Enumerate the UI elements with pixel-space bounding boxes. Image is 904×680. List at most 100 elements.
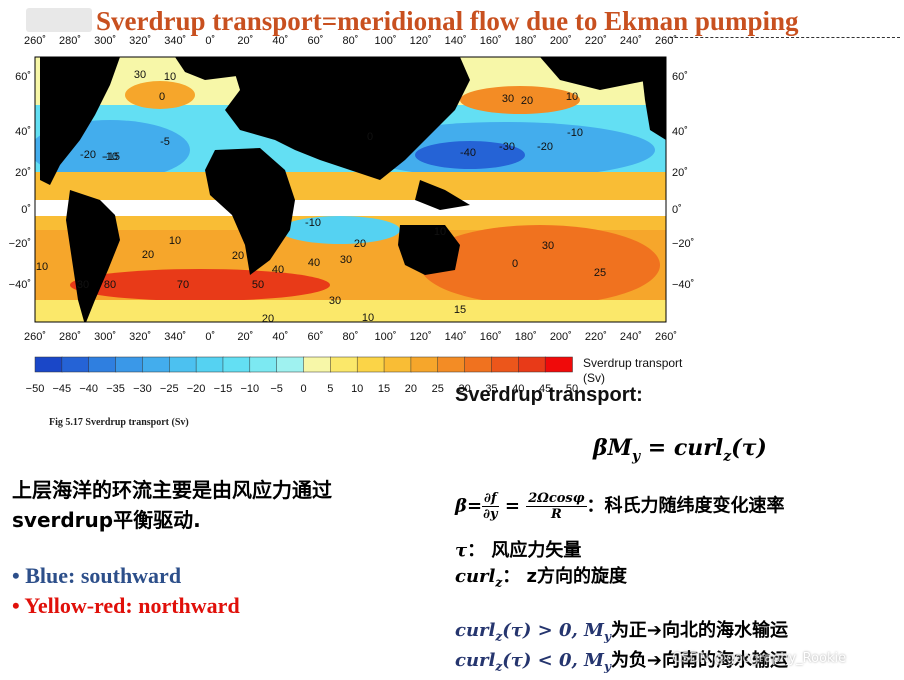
lon-label-top: 40˚ bbox=[272, 35, 288, 47]
latitude-labels-left: 60˚ 40˚ 20˚ 0˚ −20˚ −40˚ bbox=[9, 71, 31, 291]
colorbar-tick: −15 bbox=[214, 383, 233, 395]
colorbar-swatch bbox=[464, 356, 493, 373]
equatorial-mask bbox=[35, 200, 666, 216]
north-pacific-high bbox=[460, 86, 580, 114]
lon-label-top: 260˚ bbox=[24, 35, 46, 47]
omega-fraction: 2Ωcosφ R bbox=[526, 491, 587, 522]
colorbar-swatch bbox=[169, 356, 197, 373]
negative-curl-line: curlz(τ) < 0, My为负➔向南的海水输运 bbox=[455, 646, 788, 674]
contour-label: 30 bbox=[134, 69, 146, 81]
colorbar-tick: 50 bbox=[566, 383, 578, 395]
beta-symbol: β= bbox=[455, 495, 483, 517]
contour-label: 25 bbox=[594, 267, 606, 279]
contour-label: -10 bbox=[567, 127, 583, 139]
contour-label: 10 bbox=[36, 261, 48, 273]
lat-label-right: −20˚ bbox=[672, 238, 694, 250]
contour-label: 15 bbox=[454, 304, 466, 316]
contour-label: 0 bbox=[512, 258, 518, 270]
chinese-line-2: sverdrup平衡驱动. bbox=[12, 508, 201, 532]
tau-description: ： 风应力矢量 bbox=[467, 540, 582, 561]
north-america-east bbox=[640, 57, 666, 140]
contour-label: 30 bbox=[329, 295, 341, 307]
bullet-red: • Yellow-red: northward bbox=[12, 593, 240, 618]
colorbar-swatch bbox=[491, 356, 520, 373]
lat-label-right: 40˚ bbox=[672, 126, 688, 138]
lon-label-top: 0˚ bbox=[205, 35, 215, 47]
lon-label-bottom: 180˚ bbox=[515, 331, 537, 343]
lon-label-top: 200˚ bbox=[550, 35, 572, 47]
colorbar-tick: 45 bbox=[539, 383, 551, 395]
lon-label-top: 340˚ bbox=[164, 35, 186, 47]
blurred-logo bbox=[26, 8, 92, 32]
lon-label-bottom: 60˚ bbox=[307, 331, 323, 343]
south-pacific-orange bbox=[420, 225, 660, 305]
lon-label-top: 80˚ bbox=[343, 35, 359, 47]
contour-label: 10 bbox=[362, 312, 374, 324]
colorbar-swatch bbox=[410, 356, 439, 373]
contour-label: -20 bbox=[80, 149, 96, 161]
colorbar-swatch bbox=[544, 356, 573, 373]
lon-label-bottom: 20˚ bbox=[237, 331, 253, 343]
colorbar-label-line2: (Sv) bbox=[583, 371, 605, 385]
curl-definition: curlz： z方向的旋度 bbox=[455, 562, 627, 590]
colorbar-tick: −40 bbox=[79, 383, 98, 395]
contour-label: 0 bbox=[159, 91, 165, 103]
beta-definition: β= ∂f ∂y = 2Ωcosφ R ：科氏力随纬度变化速率 bbox=[455, 491, 785, 522]
colorbar-swatch bbox=[115, 356, 144, 373]
contour-label: -40 bbox=[460, 147, 476, 159]
colorbar-tick: 5 bbox=[327, 383, 333, 395]
australia bbox=[398, 225, 460, 275]
contour-label: 30 bbox=[340, 254, 352, 266]
contour-label: 10 bbox=[566, 91, 578, 103]
contour-label: 20 bbox=[354, 238, 366, 250]
africa bbox=[205, 148, 295, 275]
lat-label-left: 20˚ bbox=[15, 167, 31, 179]
lon-label-top: 220˚ bbox=[585, 35, 607, 47]
negative-curl-condition: curlz(τ) < 0, My bbox=[455, 650, 611, 674]
negative-curl-result: 为负➔向南的海水输运 bbox=[610, 650, 789, 671]
colorbar-tick: −25 bbox=[160, 383, 179, 395]
colorbar-swatch bbox=[88, 356, 117, 373]
colorbar-swatch bbox=[249, 356, 278, 373]
longitude-labels-bottom: 260˚ 280˚ 300˚ 320˚ 340˚ 0˚ 20˚ 40˚ 60˚ 80˚ 100˚ 12… bbox=[24, 331, 677, 343]
colorbar-tick: 20 bbox=[405, 383, 417, 395]
lon-label-bottom: 40˚ bbox=[272, 331, 288, 343]
contour-label: 30 bbox=[542, 240, 554, 252]
north-america bbox=[40, 57, 120, 185]
lat-label-left: −20˚ bbox=[9, 238, 31, 250]
lon-label-bottom: 140˚ bbox=[445, 331, 467, 343]
positive-curl-result: 为正➔向北的海水输运 bbox=[610, 620, 789, 641]
contour-label: 50 bbox=[252, 279, 264, 291]
df-dy-fraction: ∂f ∂y bbox=[482, 491, 499, 522]
contour-label: 10 bbox=[169, 235, 181, 247]
lat-label-right: −40˚ bbox=[672, 279, 694, 291]
lon-label-top: 100˚ bbox=[375, 35, 397, 47]
contour-label: -30 bbox=[499, 141, 515, 153]
kuroshio-strong bbox=[415, 141, 525, 169]
beta-description: ：科氏力随纬度变化速率 bbox=[586, 495, 785, 517]
colorbar-tick: −5 bbox=[270, 383, 283, 395]
colorbar-tick: −50 bbox=[26, 383, 45, 395]
eurasia bbox=[225, 57, 470, 180]
lon-label-bottom: 120˚ bbox=[410, 331, 432, 343]
curl-symbol: curlz bbox=[455, 566, 503, 590]
right-heading: Sverdrup transport: bbox=[455, 384, 643, 406]
lon-label-top: 320˚ bbox=[129, 35, 151, 47]
map-field bbox=[35, 57, 666, 322]
lon-label-top: 160˚ bbox=[480, 35, 502, 47]
lon-label-bottom: 200˚ bbox=[550, 331, 572, 343]
lat-label-right: 20˚ bbox=[672, 167, 688, 179]
south-america bbox=[66, 190, 120, 322]
contour-label: 80 bbox=[104, 279, 116, 291]
lon-label-bottom: 220˚ bbox=[585, 331, 607, 343]
latitude-labels-right: 60˚ 40˚ 20˚ 0˚ −20˚ −40˚ bbox=[672, 71, 694, 291]
contour-label: -10 bbox=[305, 217, 321, 229]
colorbar-swatch bbox=[195, 356, 224, 373]
lon-label-bottom: 80˚ bbox=[343, 331, 359, 343]
contour-label: -20 bbox=[537, 141, 553, 153]
colorbar-swatch bbox=[330, 356, 358, 373]
contour-label: 20 bbox=[262, 313, 274, 325]
lon-label-bottom: 320˚ bbox=[129, 331, 151, 343]
contour-label: -5 bbox=[160, 136, 170, 148]
positive-curl-line: curlz(τ) > 0, My为正➔向北的海水输运 bbox=[455, 616, 788, 644]
